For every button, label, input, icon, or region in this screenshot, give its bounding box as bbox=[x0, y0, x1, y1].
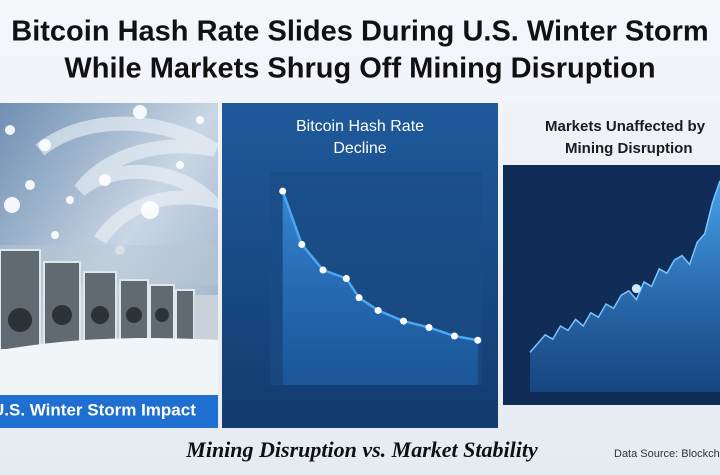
chart-title: Bitcoin Hash Rate bbox=[296, 118, 424, 135]
point bbox=[279, 187, 287, 195]
title-line: Bitcoin Hash Rate Slides During U.S. Win… bbox=[11, 16, 708, 48]
area bbox=[530, 180, 720, 392]
line bbox=[281, 190, 478, 342]
point bbox=[319, 266, 327, 274]
chart-title: Mining Disruption bbox=[565, 140, 692, 157]
title-line: While Markets Shrug Off Mining Disruptio… bbox=[64, 53, 655, 85]
panel-label: U.S. Winter Storm Impact bbox=[0, 400, 196, 419]
winter-illustration bbox=[0, 103, 232, 428]
chart-title: Markets Unaffected by bbox=[545, 118, 706, 135]
point bbox=[298, 240, 306, 248]
point bbox=[342, 275, 350, 282]
line-area bbox=[282, 191, 478, 385]
point bbox=[450, 332, 458, 340]
source: Data Source: Blockchain bbox=[614, 448, 720, 460]
point bbox=[425, 323, 433, 331]
point bbox=[474, 336, 482, 344]
point bbox=[355, 294, 363, 302]
chart-title: Decline bbox=[333, 140, 386, 157]
caption: Mining Disruption vs. Market Stability bbox=[185, 437, 538, 462]
area-line bbox=[529, 180, 720, 353]
point bbox=[374, 306, 382, 314]
panel-header bbox=[503, 103, 720, 165]
highlight-point bbox=[631, 284, 641, 294]
point bbox=[400, 317, 408, 325]
